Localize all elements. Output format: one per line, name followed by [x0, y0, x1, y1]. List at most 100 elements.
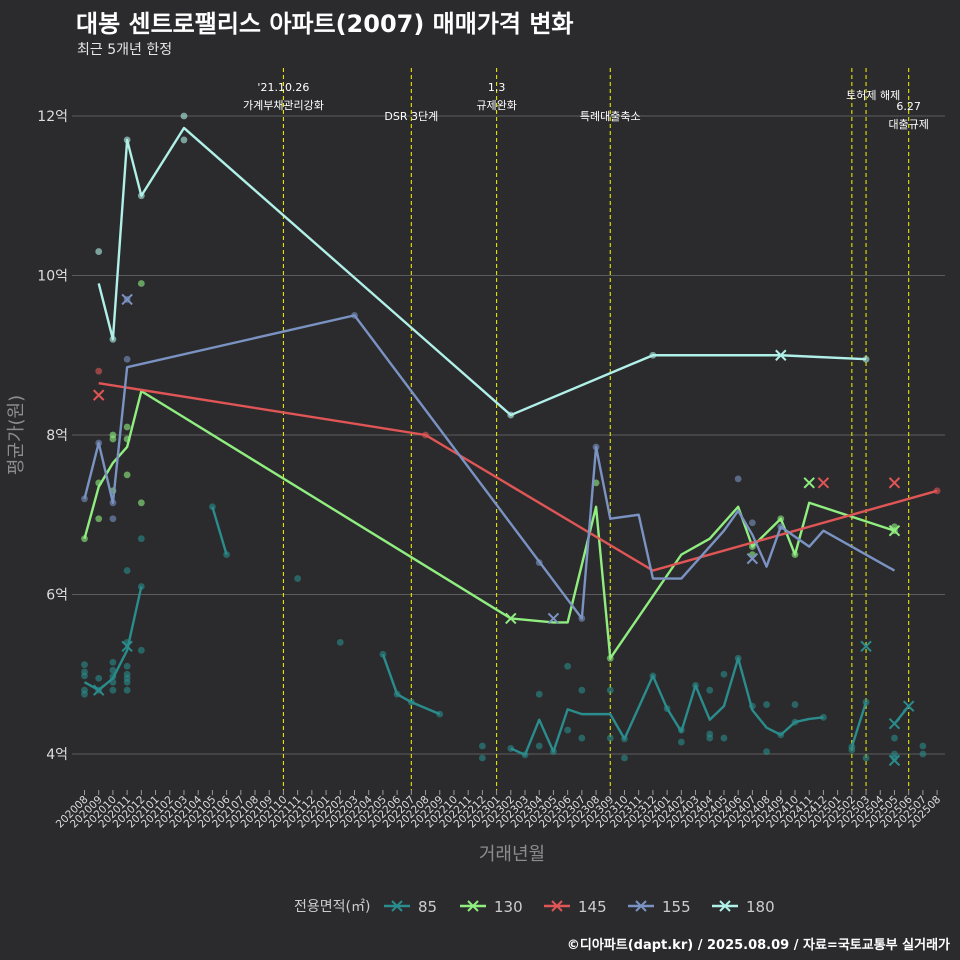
y-tick-label: 6억 [46, 588, 68, 604]
legend-marker [391, 900, 403, 912]
data-point [137, 499, 145, 507]
x-axis: 2020082020092020102020112020122021012021… [54, 790, 943, 830]
data-point [109, 658, 117, 666]
data-point [763, 748, 770, 756]
data-point [535, 690, 543, 698]
data-point [95, 367, 103, 375]
data-point [95, 248, 103, 255]
y-tick-label: 12억 [37, 109, 68, 125]
data-point [109, 686, 117, 694]
event-label: 대출규제 [888, 118, 928, 131]
series-line [83, 314, 896, 620]
data-point [677, 738, 685, 746]
data-point [95, 515, 103, 523]
x-marker [888, 754, 901, 767]
data-point [535, 742, 543, 750]
y-tick-label: 4억 [46, 747, 68, 763]
data-point [95, 674, 103, 682]
legend-marker [719, 900, 731, 912]
y-tick-label: 10억 [37, 269, 68, 285]
data-point [81, 661, 88, 669]
legend: 전용면적(㎡) 85 130 145 155 180 [294, 898, 775, 916]
event-label: 가계부채관리강화 [243, 99, 324, 112]
data-point [180, 136, 188, 144]
series-line [97, 126, 867, 417]
legend-item: 85 [384, 898, 437, 916]
series-130 [81, 280, 901, 662]
data-point [478, 742, 486, 750]
legend-label: 85 [418, 898, 437, 916]
legend-label: 145 [578, 898, 607, 916]
data-point [123, 662, 131, 670]
legend-label: 130 [494, 898, 523, 916]
data-point [621, 754, 628, 762]
data-point [137, 280, 145, 287]
data-point [564, 726, 572, 734]
data-point [734, 475, 742, 483]
data-point [862, 754, 870, 762]
data-point [123, 471, 131, 479]
series-155 [81, 293, 896, 625]
legend-item: 155 [628, 898, 691, 916]
data-point [137, 535, 145, 543]
x-marker [505, 612, 517, 625]
legend-label: 155 [662, 898, 691, 916]
x-marker [775, 349, 787, 361]
legend-label: 180 [746, 898, 775, 916]
series-line [98, 381, 938, 572]
x-marker [746, 552, 759, 565]
data-point [564, 662, 572, 670]
data-point [706, 734, 714, 742]
x-marker [121, 293, 133, 306]
x-marker [547, 612, 560, 625]
y-tick-label: 8억 [46, 428, 68, 444]
data-point [336, 638, 344, 646]
data-point [748, 519, 756, 527]
x-marker [93, 684, 105, 696]
data-point [81, 672, 88, 680]
event-label: 규제완화 [476, 99, 516, 112]
x-marker [817, 477, 830, 489]
data-point [919, 742, 927, 750]
data-point [478, 754, 486, 762]
x-marker [888, 717, 901, 730]
series-85 [81, 503, 927, 767]
data-point [606, 734, 614, 742]
event-label: 특례대출축소 [580, 110, 641, 123]
data-point [791, 701, 799, 708]
data-point [919, 750, 927, 758]
data-point [123, 423, 131, 431]
data-point [848, 746, 856, 754]
series-line [510, 657, 824, 756]
x-marker [121, 640, 133, 653]
data-point [109, 435, 117, 443]
chart-subtitle: 최근 5개년 한정 [77, 42, 173, 58]
legend-item: 130 [460, 898, 523, 916]
x-marker [902, 700, 915, 712]
x-marker [888, 477, 901, 489]
y-axis: 4억 6억 8억 10억 12억 [37, 109, 68, 763]
source-caption: ©디아파트(dapt.kr) / 2025.08.09 / 자료=국토교통부 실… [566, 938, 950, 953]
series-line [83, 389, 895, 660]
legend-marker [467, 900, 479, 912]
data-point [123, 686, 131, 694]
event-label: 6.27 [896, 100, 921, 113]
data-point [891, 734, 898, 742]
data-point [123, 355, 131, 363]
data-point [81, 690, 88, 698]
data-point [109, 666, 117, 674]
event-label: DSR 3단계 [384, 110, 438, 123]
x-axis-title: 거래년월 [479, 844, 545, 865]
legend-item: 145 [544, 898, 607, 916]
series-180 [95, 112, 870, 419]
data-point [137, 646, 145, 654]
series-line [211, 506, 228, 555]
data-point [109, 515, 117, 523]
data-point [578, 734, 586, 742]
chart-title: 대봉 센트로팰리스 아파트(2007) 매매가격 변화 [76, 10, 574, 38]
x-marker [803, 477, 815, 489]
event-label: 1.3 [488, 81, 506, 94]
